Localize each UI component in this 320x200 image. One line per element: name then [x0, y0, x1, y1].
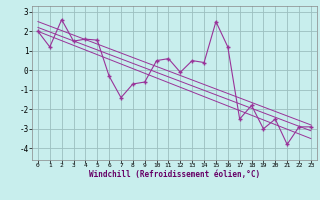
X-axis label: Windchill (Refroidissement éolien,°C): Windchill (Refroidissement éolien,°C): [89, 170, 260, 179]
